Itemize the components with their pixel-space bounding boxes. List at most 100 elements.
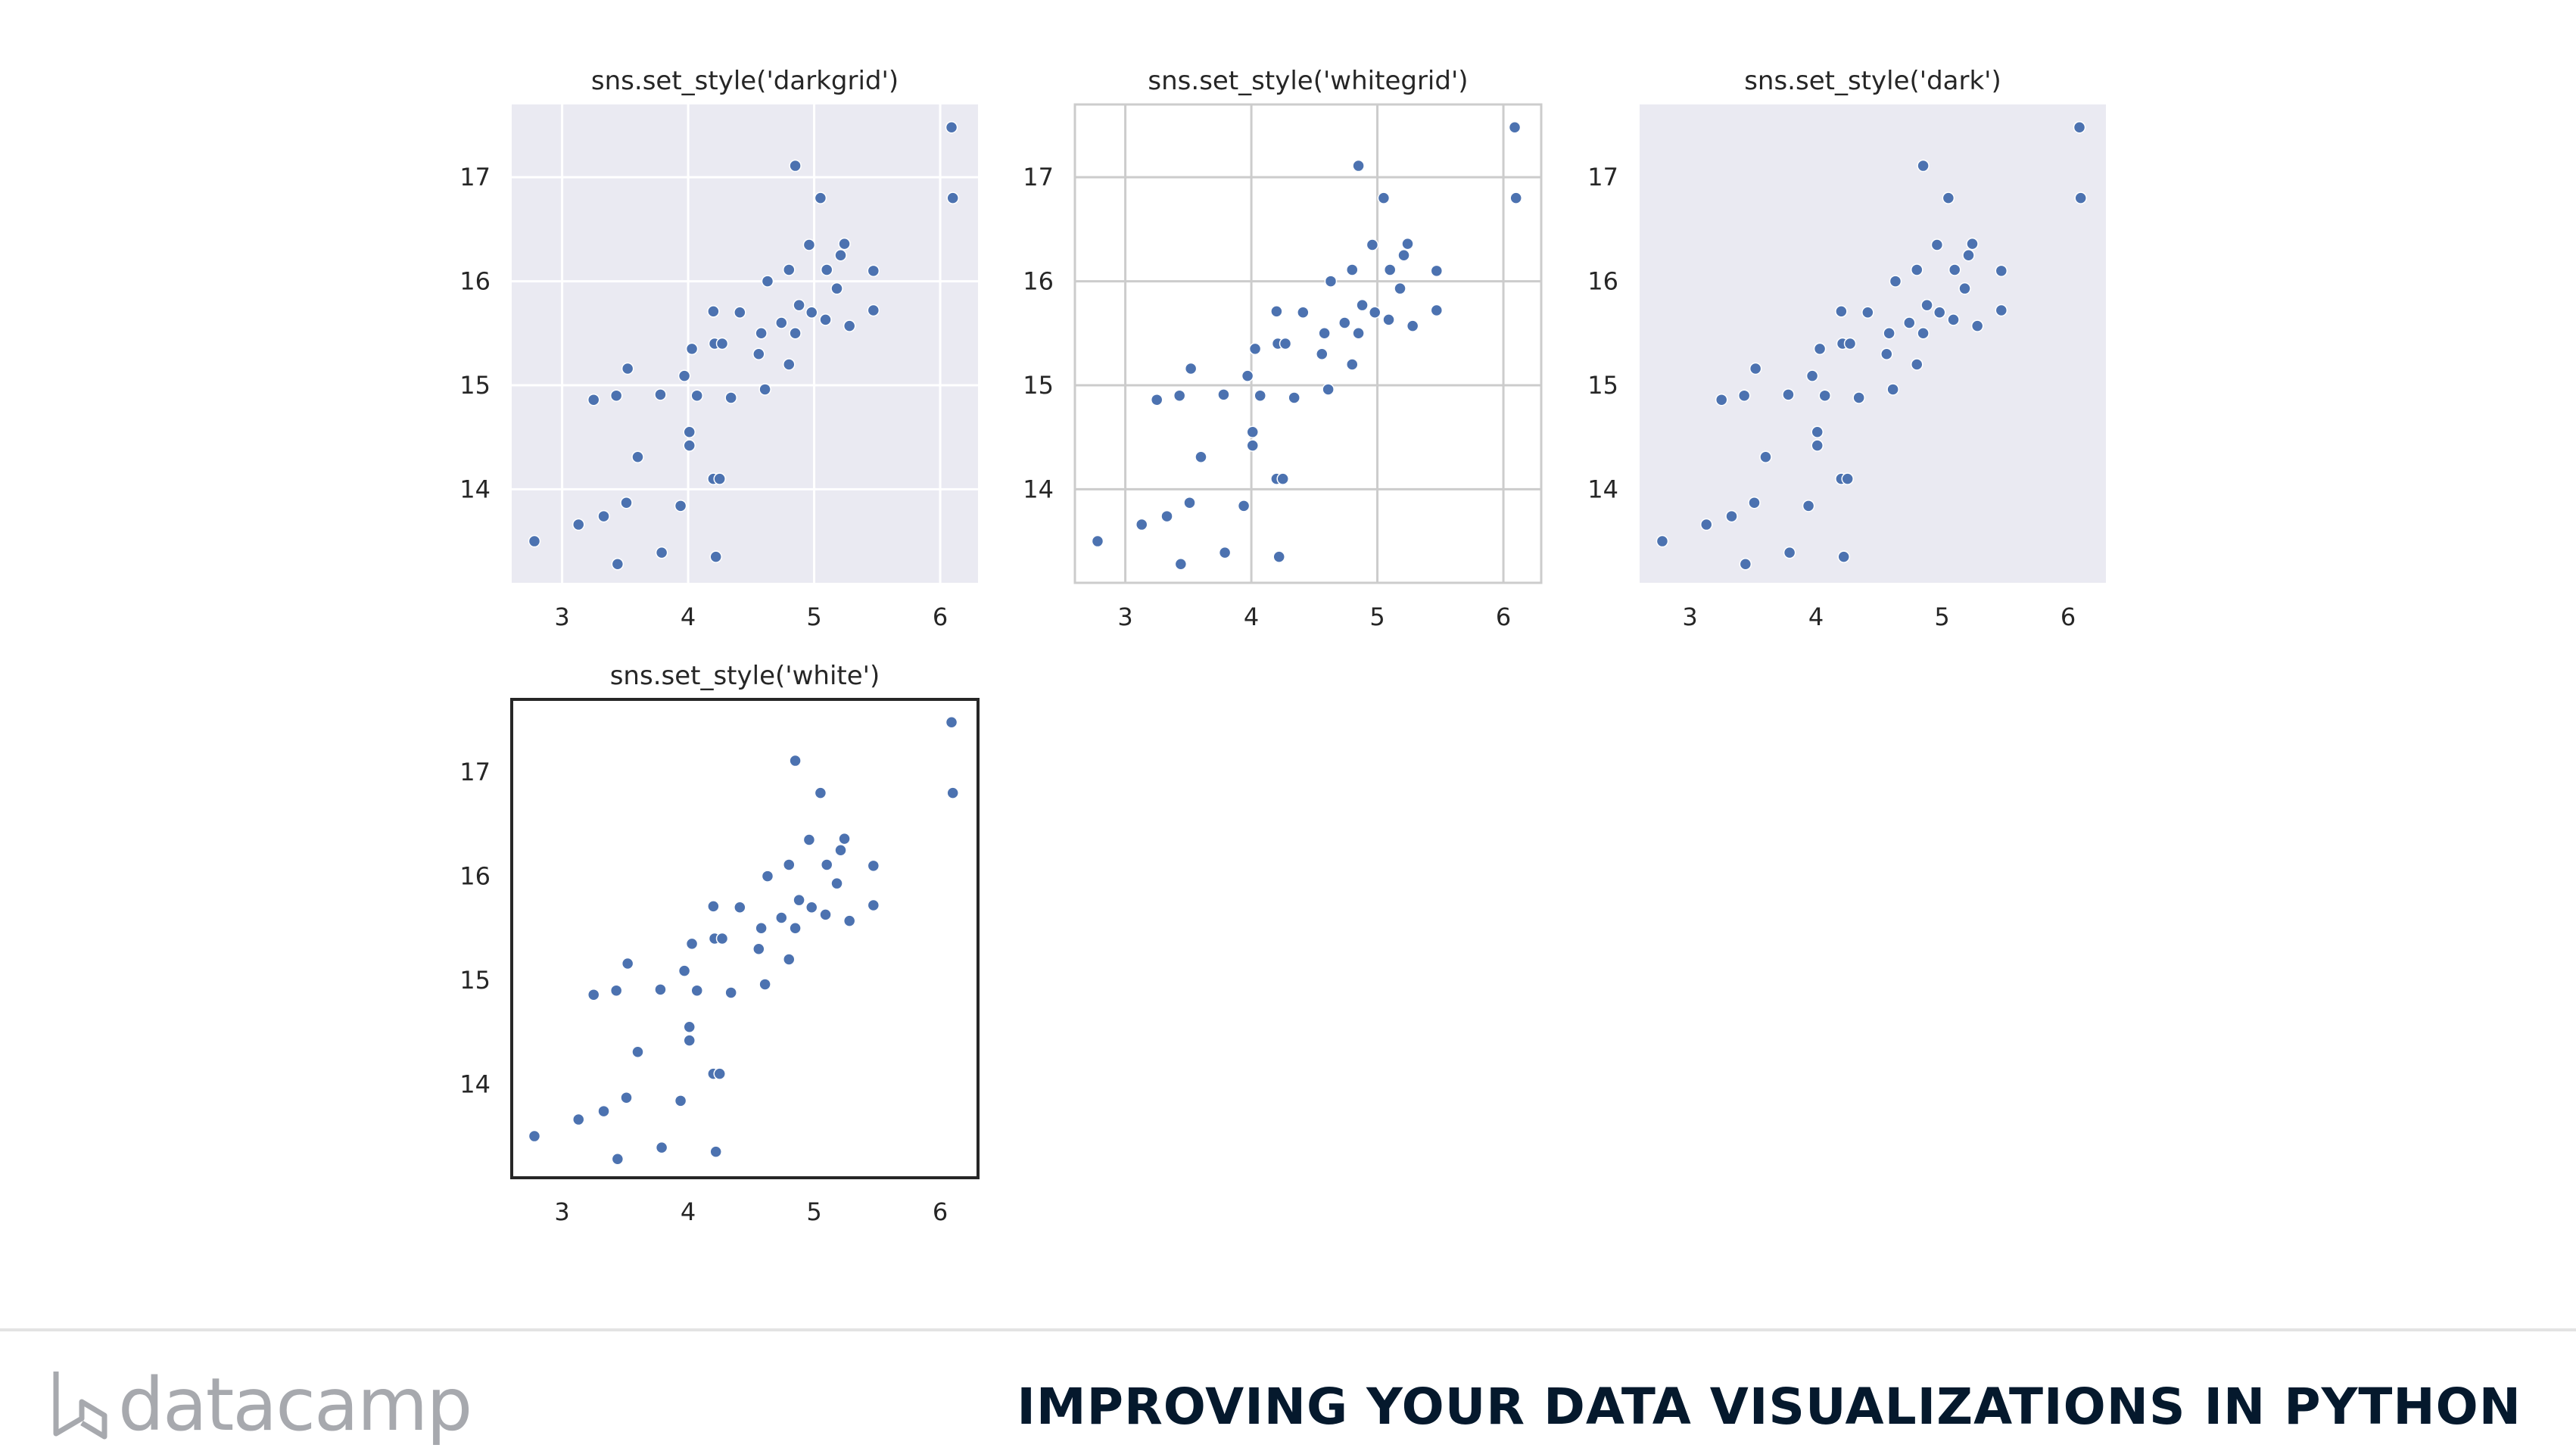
plot-background [1075,104,1541,583]
x-tick-label: 3 [554,1197,569,1226]
data-point [707,305,720,318]
data-point [946,786,959,799]
data-point [631,450,644,464]
data-point [834,248,847,262]
data-point [690,389,703,402]
data-point [611,1153,625,1166]
data-point [1883,327,1895,340]
data-point [1174,558,1188,571]
data-point [1818,389,1831,402]
data-point [789,327,802,340]
data-point [783,953,796,966]
data-point [1782,388,1795,401]
data-point [621,362,634,375]
data-point [820,263,833,276]
data-point [685,342,699,356]
chart-darkgrid: sns.set_style('darkgrid') 3 4 5 6 14 15 16 17 [459,66,978,631]
data-point [789,754,802,768]
footer-bar: datacamp IMPROVING YOUR DATA VISUALIZATI… [0,1328,2576,1451]
data-point [814,786,827,799]
data-point [597,1104,610,1118]
data-point [1401,237,1414,251]
data-point [690,984,703,997]
data-point [783,358,796,371]
data-point [655,546,668,559]
data-point [587,988,600,1001]
data-point [1366,238,1379,251]
data-point [1920,298,1933,312]
data-point [620,1091,633,1104]
data-point [1241,369,1254,382]
chart-whitegrid: sns.set_style('whitegrid') 3 4 5 6 14 15 16 17 [1023,66,1543,631]
data-point [789,922,802,935]
x-tick-label: 6 [2060,603,2076,631]
data-point [1272,550,1285,563]
data-point [724,391,737,404]
x-tick-label: 3 [554,603,569,631]
data-point [1509,191,1522,204]
data-point [2073,120,2086,134]
data-point [1805,369,1819,382]
data-point [867,264,880,278]
x-tick-label: 4 [681,603,696,631]
data-point [713,472,726,485]
data-point [1394,282,1406,295]
data-point [1406,319,1419,332]
data-point [683,439,696,452]
data-point [677,964,691,977]
data-point [1346,263,1359,276]
data-point [611,558,625,571]
data-point [734,306,746,319]
data-point [1276,472,1289,485]
x-tick-label: 5 [1934,603,1949,631]
data-point [715,337,729,350]
data-point [819,313,832,326]
data-point [1195,450,1207,464]
data-point [802,833,816,846]
data-point [1962,248,1975,262]
data-point [945,715,958,729]
chart-title: sns.set_style('white') [610,661,880,691]
data-point [713,1067,726,1080]
y-tick-label: 15 [459,966,491,995]
data-point [1970,319,1984,332]
data-point [1430,264,1444,278]
data-point [758,978,771,991]
data-point [838,237,851,251]
data-point [783,858,796,871]
y-tick-label: 15 [459,371,491,400]
data-point [655,1141,668,1154]
data-point [715,932,729,945]
data-point [775,316,788,329]
data-point [674,500,687,512]
data-point [793,298,805,312]
data-point [1699,518,1713,531]
y-tick-label: 17 [1023,163,1054,191]
data-point [1783,546,1796,559]
data-point [1656,534,1669,548]
data-point [1886,383,1899,396]
data-point [528,534,541,548]
x-tick-label: 3 [1682,603,1697,631]
plot-frame [1073,103,1543,584]
data-point [724,986,737,999]
data-point [775,911,788,924]
data-point [1324,275,1338,288]
data-point [805,901,818,914]
data-point [1841,472,1854,485]
course-title: IMPROVING YOUR DATA VISUALIZATIONS IN PY… [1017,1377,2521,1436]
data-point [1837,550,1850,563]
data-point [830,877,843,890]
data-point [752,347,765,360]
data-point [621,957,634,970]
data-point [1737,389,1751,402]
plot-background [512,104,978,583]
data-point [2074,191,2087,204]
data-point [946,191,959,204]
data-point [761,870,774,883]
data-point [683,1034,696,1047]
data-point [654,388,667,401]
y-tick-label: 14 [459,475,491,503]
data-point [1948,263,1961,276]
x-tick-label: 5 [1369,603,1385,631]
